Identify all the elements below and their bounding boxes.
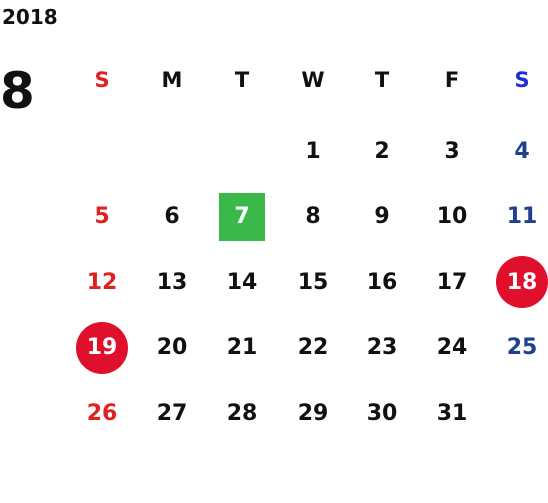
day-cell[interactable]: 30 bbox=[366, 400, 398, 426]
weekday-header: F bbox=[444, 68, 460, 92]
weekday-header: W bbox=[301, 68, 325, 92]
day-cell[interactable]: 10 bbox=[436, 204, 468, 229]
day-cell[interactable]: 4 bbox=[514, 138, 530, 164]
day-cell[interactable]: 12 bbox=[86, 269, 118, 295]
weekday-header: S bbox=[94, 68, 110, 92]
day-cell[interactable]: 31 bbox=[436, 400, 468, 426]
day-cell[interactable]: 29 bbox=[297, 400, 329, 426]
day-cell[interactable]: 21 bbox=[226, 335, 258, 360]
day-cell-holiday[interactable]: 18 bbox=[496, 256, 548, 308]
day-cell[interactable]: 6 bbox=[164, 204, 180, 229]
day-cell[interactable]: 22 bbox=[297, 335, 329, 360]
day-cell-today[interactable]: 7 bbox=[219, 192, 265, 241]
day-cell[interactable]: 11 bbox=[506, 204, 538, 229]
day-cell[interactable]: 9 bbox=[374, 204, 390, 229]
day-cell[interactable]: 28 bbox=[226, 400, 258, 426]
day-cell[interactable]: 27 bbox=[156, 400, 188, 426]
day-cell[interactable]: 17 bbox=[436, 269, 468, 295]
day-cell[interactable]: 26 bbox=[86, 400, 118, 426]
day-cell[interactable]: 3 bbox=[444, 138, 460, 164]
day-cell[interactable]: 15 bbox=[297, 269, 329, 295]
day-cell[interactable]: 5 bbox=[94, 204, 110, 229]
weekday-header: S bbox=[514, 68, 530, 92]
day-cell[interactable]: 2 bbox=[374, 138, 390, 164]
month-label: 8 bbox=[0, 62, 35, 120]
weekday-header: M bbox=[161, 68, 183, 92]
weekday-header: T bbox=[374, 68, 390, 92]
year-label: 2018 bbox=[2, 5, 58, 29]
day-cell[interactable]: 25 bbox=[506, 335, 538, 360]
day-cell[interactable]: 16 bbox=[366, 269, 398, 295]
day-cell[interactable]: 8 bbox=[305, 204, 321, 229]
weekday-header: T bbox=[234, 68, 250, 92]
day-cell[interactable]: 20 bbox=[156, 335, 188, 360]
day-cell[interactable]: 1 bbox=[305, 138, 321, 164]
day-cell[interactable]: 24 bbox=[436, 335, 468, 360]
day-cell[interactable]: 14 bbox=[226, 269, 258, 295]
day-cell[interactable]: 23 bbox=[366, 335, 398, 360]
day-cell[interactable]: 13 bbox=[156, 269, 188, 295]
day-cell-holiday[interactable]: 19 bbox=[76, 321, 128, 374]
